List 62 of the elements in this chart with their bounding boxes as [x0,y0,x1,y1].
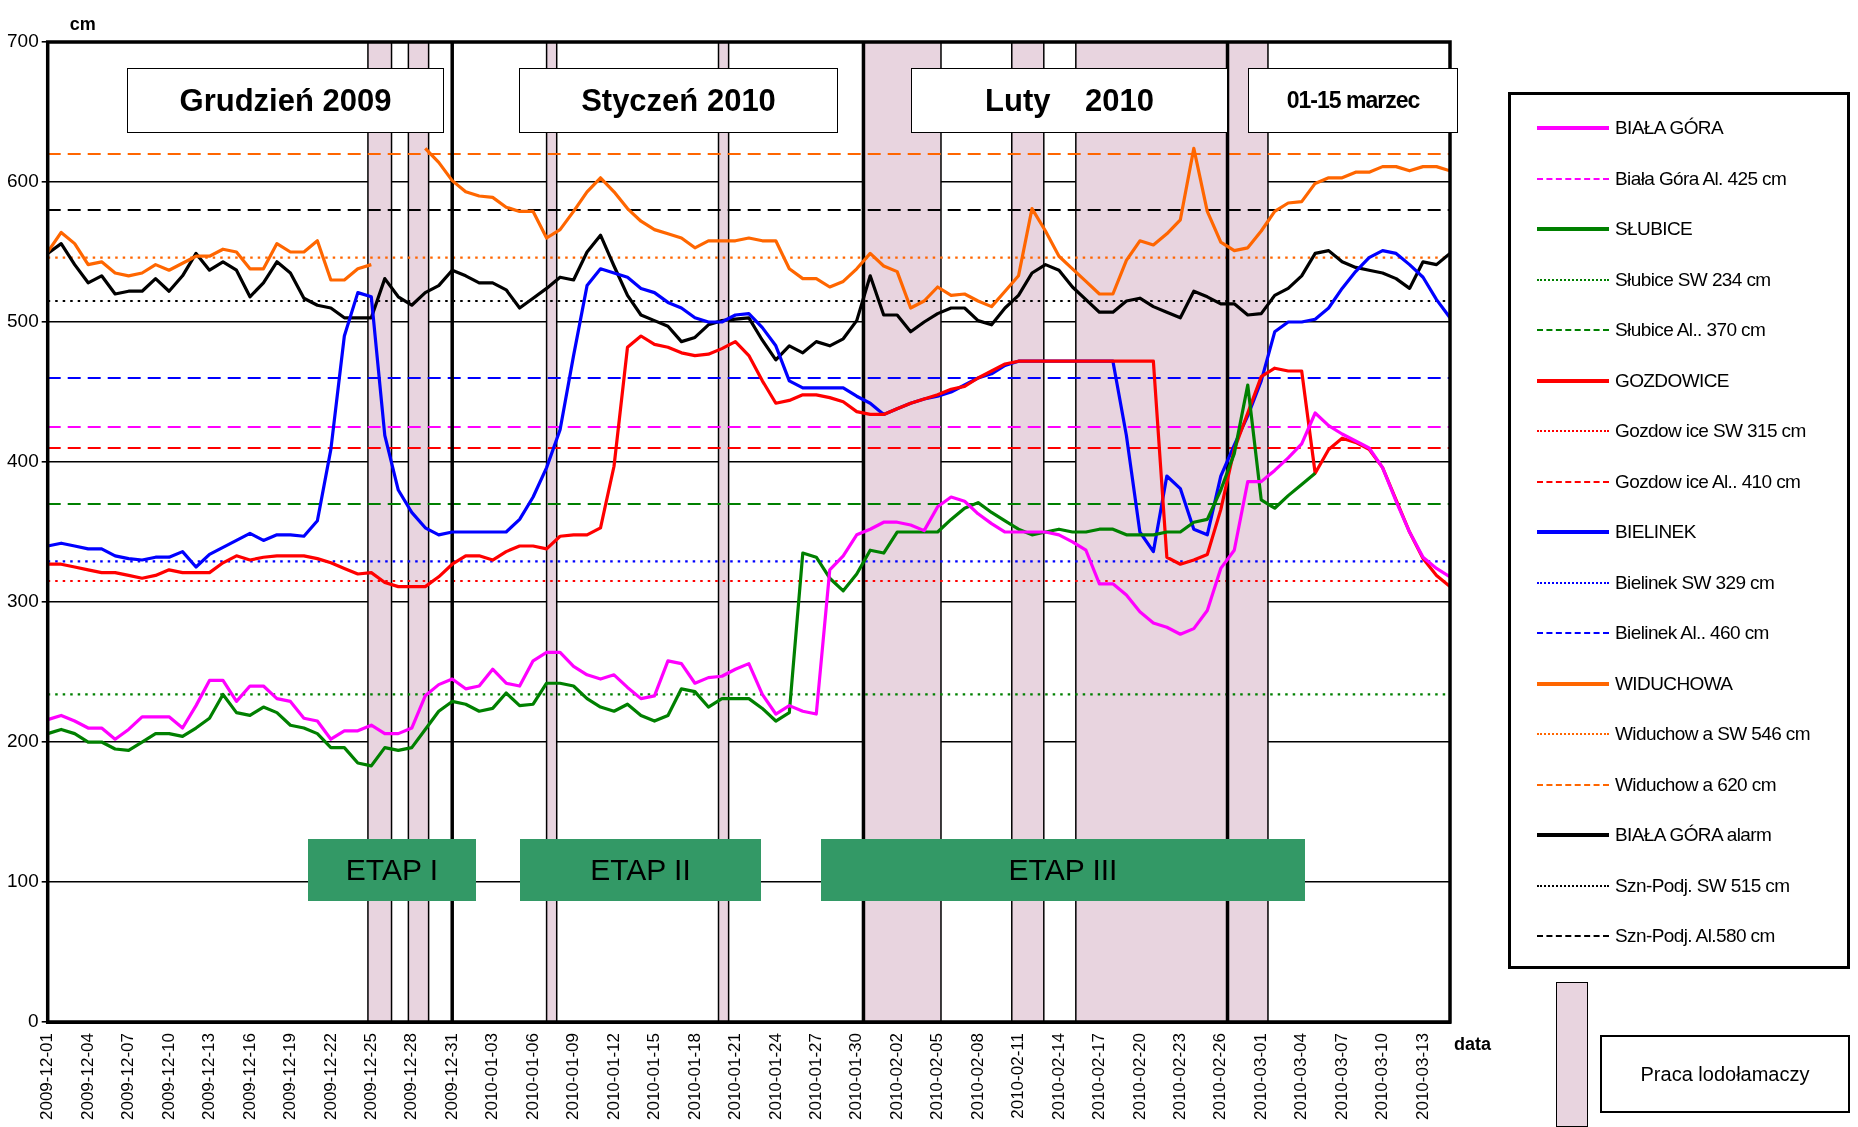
x-tick-label: 2009-12-19 [280,1033,300,1121]
x-tick-label: 2010-02-26 [1210,1033,1230,1121]
x-tick-label: 2010-02-20 [1129,1033,1149,1121]
x-tick-label: 2010-01-30 [846,1033,866,1121]
legend-label: BIAŁA GÓRA alarm [1615,824,1772,847]
x-tick-label: 2010-02-11 [1008,1033,1028,1119]
legend-label: Gozdow ice Al.. 410 cm [1615,470,1801,493]
x-tick-label: 2009-12-10 [158,1033,178,1121]
x-tick-label: 2010-01-06 [522,1033,542,1121]
y-tick-label: 700 [7,30,39,52]
legend-label: Widuchow a 620 cm [1615,773,1776,796]
x-tick-label: 2010-02-14 [1048,1033,1068,1121]
x-tick-label: 2009-12-31 [441,1033,461,1121]
x-tick-label: 2009-12-13 [199,1033,219,1121]
x-tick-label: 2010-03-04 [1291,1033,1311,1121]
x-tick-label: 2009-12-25 [361,1033,380,1121]
x-tick-label: 2010-02-08 [967,1033,987,1121]
x-tick-label: 2010-03-10 [1372,1033,1392,1121]
legend-label: BIELINEK [1615,521,1696,544]
x-tick-label: 2010-01-15 [644,1033,664,1121]
legend-label: BIAŁA GÓRA [1615,117,1724,140]
x-tick-label: 2010-01-09 [563,1033,583,1121]
legend-label: Słubice Al.. 370 cm [1615,319,1766,342]
x-tick-label: 2010-01-24 [765,1033,785,1121]
legend-label: GOZDOWICE [1615,369,1729,392]
x-tick-label: 2009-12-16 [239,1033,259,1121]
legend-label: Szn-Podj. Al.580 cm [1615,925,1775,948]
x-tick-label: 2009-12-07 [118,1033,138,1121]
x-tick-label: 2010-01-03 [482,1033,502,1121]
x-axis-title: data [1454,1034,1492,1055]
x-tick-label: 2010-02-17 [1089,1033,1109,1121]
legend-label: WIDUCHOWA [1615,672,1733,695]
y-tick-label: 100 [7,870,39,892]
x-tick-label: 2009-12-22 [320,1033,340,1121]
y-tick-label: 500 [7,310,39,332]
x-tick-label: 2010-02-05 [927,1033,947,1121]
x-tick-label: 2010-02-23 [1170,1033,1190,1121]
x-tick-label: 2010-01-21 [725,1033,745,1121]
x-tick-label: 2010-03-13 [1412,1033,1432,1121]
x-tick-label: 2010-01-27 [805,1033,825,1121]
x-tick-label: 2009-12-01 [37,1033,57,1121]
x-tick-label: 2010-03-01 [1250,1033,1270,1121]
legend-label: Bielinek SW 329 cm [1615,571,1775,594]
y-tick-label: 600 [7,170,39,192]
y-tick-label: 0 [28,1010,39,1032]
x-tick-label: 2010-01-12 [603,1033,623,1121]
legend-label: Szn-Podj. SW 515 cm [1615,874,1790,897]
legend-label: Bielinek Al.. 460 cm [1615,622,1769,645]
x-tick-label: 2010-02-02 [886,1033,906,1121]
x-tick-label: 2010-01-18 [684,1033,704,1121]
legend-label: Słubice SW 234 cm [1615,268,1771,291]
x-tick-label: 2009-12-28 [401,1033,421,1121]
legend-label: Widuchow a SW 546 cm [1615,723,1810,746]
y-tick-label: 300 [7,590,39,612]
legend-label: Biała Góra Al. 425 cm [1615,167,1787,190]
y-tick-label: 200 [7,730,39,752]
legend-label: Gozdow ice SW 315 cm [1615,420,1806,443]
x-tick-label: 2009-12-04 [77,1033,97,1121]
legend-label: SŁUBICE [1615,218,1693,241]
x-tick-label: 2010-03-07 [1331,1033,1351,1121]
y-tick-label: 400 [7,450,39,472]
y-axis-title: cm [69,13,96,34]
